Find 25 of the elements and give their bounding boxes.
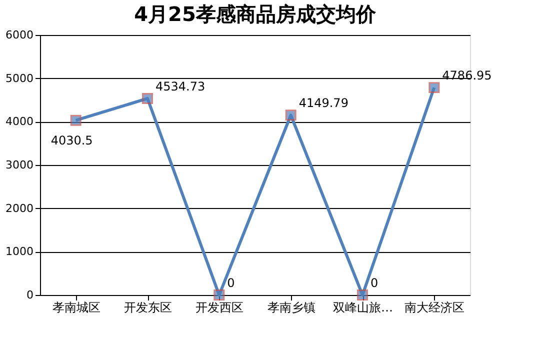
x-tick-label: 开发东区 [124,300,172,314]
y-tick-label: 3000 [6,158,34,172]
y-tick-label: 1000 [6,245,34,258]
chart-title: 4月25孝感商品房成交均价 [134,2,377,26]
data-label: 4534.73 [156,79,206,94]
x-tick-label: 双峰山旅… [333,300,393,314]
x-tick-label: 开发西区 [196,300,244,314]
point [428,82,440,94]
data-label: 4149.79 [298,96,348,110]
y-tick-label: 5000 [6,72,34,85]
point [70,114,82,126]
x-tick-label: 南大经济区 [404,300,465,314]
data-label: 4030.5 [50,133,93,148]
x-tick-label: 孝南城区 [52,300,100,314]
y-tick-label: 4000 [6,115,34,128]
y-tick-label: 2000 [6,202,34,215]
point [214,290,225,300]
x-tick-label: 孝南乡镇 [267,300,316,314]
data-label: 0 [227,276,235,290]
point [285,110,296,121]
point [142,93,153,104]
data-label: 0 [370,276,378,290]
y-tick-label: 0 [26,288,34,302]
y-tick-label: 6000 [6,28,34,42]
point [357,290,368,300]
